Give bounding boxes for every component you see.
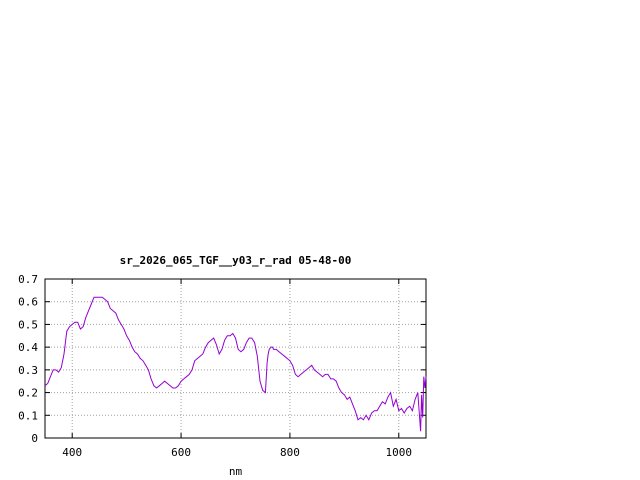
y-tick-label: 0.5 [18,318,38,331]
y-tick-label: 0.1 [18,409,38,422]
y-tick-label: 0.4 [18,341,38,354]
plot-frame [44,278,427,439]
y-tick-label: 0.2 [18,387,38,400]
chart-title: sr_2026_065_TGF__y03_r_rad 05-48-00 [120,254,352,267]
axis-ticks [45,278,426,439]
x-tick-labels: 400 600 800 1000 [62,446,412,459]
y-tick-label: 0.3 [18,364,38,377]
grid-lines [45,279,426,438]
x-tick-label: 800 [280,446,300,459]
series-line [44,296,427,432]
x-tick-label: 1000 [386,446,413,459]
y-tick-label: 0.7 [18,273,38,286]
x-tick-label: 400 [62,446,82,459]
y-tick-label: 0 [31,432,38,445]
x-axis-label: nm [229,465,243,478]
x-tick-label: 600 [171,446,191,459]
y-tick-labels: 0 0.1 0.2 0.3 0.4 0.5 0.6 0.7 [18,273,38,445]
y-tick-label: 0.6 [18,296,38,309]
